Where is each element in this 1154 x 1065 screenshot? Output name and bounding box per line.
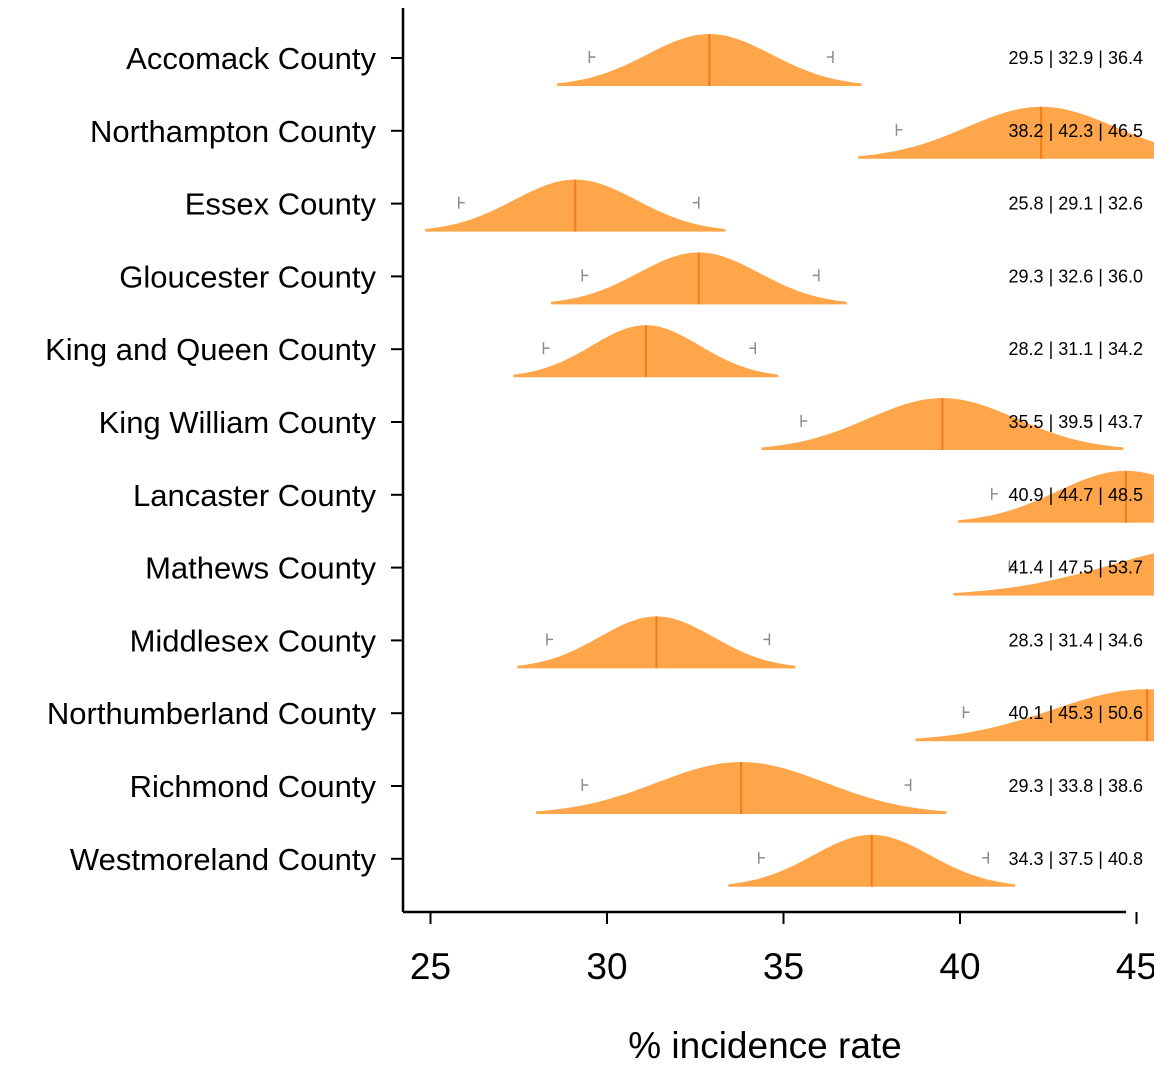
stat-label-northumberland-county: 40.1 | 45.3 | 50.6 (1009, 703, 1143, 723)
stat-label-accomack-county: 29.5 | 32.9 | 36.4 (1009, 48, 1143, 68)
county-label-northumberland-county: Northumberland County (47, 696, 377, 731)
stat-label-king-william-county: 35.5 | 39.5 | 43.7 (1009, 412, 1143, 432)
county-label-king-william-county: King William County (99, 405, 377, 440)
x-tick-label-30: 30 (586, 946, 627, 987)
stat-label-richmond-county: 29.3 | 33.8 | 38.6 (1009, 776, 1143, 796)
x-tick-label-35: 35 (763, 946, 804, 987)
distribution-northampton-county (858, 106, 1154, 159)
distributions-layer (425, 34, 1154, 887)
county-label-essex-county: Essex County (185, 187, 377, 222)
distribution-northumberland-county (915, 689, 1154, 742)
x-axis-title: % incidence rate (628, 1025, 902, 1065)
stat-label-lancaster-county: 40.9 | 44.7 | 48.5 (1009, 485, 1143, 505)
labels-layer: Accomack County 29.5 | 32.9 | 36.4 Northam… (45, 41, 1143, 877)
axes-layer: 25303540455055 (391, 8, 1154, 987)
county-label-middlesex-county: Middlesex County (130, 623, 377, 658)
county-label-lancaster-county: Lancaster County (133, 478, 376, 513)
distribution-mathews-county (953, 553, 1154, 596)
x-tick-label-40: 40 (939, 946, 980, 987)
x-tick-label-25: 25 (410, 946, 451, 987)
county-label-mathews-county: Mathews County (145, 551, 376, 586)
distribution-lancaster-county (958, 470, 1154, 523)
county-label-king-and-queen-county: King and Queen County (45, 332, 376, 367)
county-label-accomack-county: Accomack County (126, 41, 376, 76)
stat-label-mathews-county: 41.4 | 47.5 | 53.7 (1009, 558, 1143, 578)
stat-label-essex-county: 25.8 | 29.1 | 32.6 (1009, 194, 1143, 214)
stat-label-gloucester-county: 29.3 | 32.6 | 36.0 (1009, 266, 1143, 286)
county-label-northampton-county: Northampton County (90, 114, 377, 149)
county-label-westmoreland-county: Westmoreland County (70, 842, 377, 877)
stat-label-middlesex-county: 28.3 | 31.4 | 34.6 (1009, 630, 1143, 650)
stat-label-northampton-county: 38.2 | 42.3 | 46.5 (1009, 121, 1143, 141)
stat-label-king-and-queen-county: 28.2 | 31.1 | 34.2 (1009, 339, 1143, 359)
county-label-richmond-county: Richmond County (130, 769, 377, 804)
county-label-gloucester-county: Gloucester County (119, 259, 376, 294)
stat-label-westmoreland-county: 34.3 | 37.5 | 40.8 (1009, 849, 1143, 869)
x-tick-label-45: 45 (1116, 946, 1154, 987)
